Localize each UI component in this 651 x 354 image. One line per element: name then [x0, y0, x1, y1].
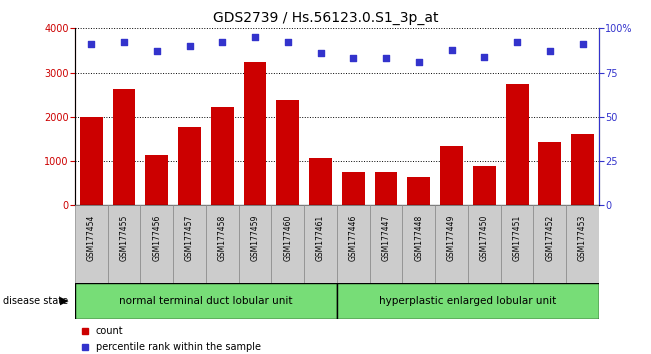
Text: percentile rank within the sample: percentile rank within the sample [96, 342, 261, 352]
Point [250, 34, 260, 40]
Bar [80, 117, 103, 205]
Text: GSM177448: GSM177448 [414, 215, 423, 261]
Point [118, 40, 129, 45]
Point [413, 59, 424, 65]
Bar [211, 107, 234, 205]
Bar [173, 205, 206, 283]
Bar [239, 205, 271, 283]
Point [86, 41, 96, 47]
Point [217, 40, 227, 45]
Bar [408, 177, 430, 205]
Bar [468, 205, 501, 283]
Bar [374, 172, 398, 205]
Bar [473, 166, 496, 205]
Text: GSM177461: GSM177461 [316, 215, 325, 261]
Bar [538, 142, 561, 205]
Bar [75, 283, 337, 319]
Bar [337, 205, 370, 283]
Bar [304, 205, 337, 283]
Text: disease state: disease state [3, 296, 68, 306]
Bar [141, 205, 173, 283]
Point [315, 50, 326, 56]
Point [512, 40, 522, 45]
Text: hyperplastic enlarged lobular unit: hyperplastic enlarged lobular unit [380, 296, 557, 306]
Text: GSM177449: GSM177449 [447, 215, 456, 261]
Text: GSM177446: GSM177446 [349, 215, 358, 261]
Bar [342, 172, 365, 205]
Text: normal terminal duct lobular unit: normal terminal duct lobular unit [119, 296, 293, 306]
Text: GSM177454: GSM177454 [87, 215, 96, 261]
Text: GSM177453: GSM177453 [578, 215, 587, 261]
Point [577, 41, 588, 47]
Bar [533, 205, 566, 283]
Text: GSM177452: GSM177452 [546, 215, 554, 261]
Bar [501, 205, 533, 283]
Text: GSM177447: GSM177447 [381, 215, 391, 261]
Point [545, 48, 555, 54]
Text: GSM177460: GSM177460 [283, 215, 292, 261]
Bar [243, 62, 266, 205]
Bar [337, 283, 599, 319]
Bar [402, 205, 435, 283]
Bar [276, 99, 299, 205]
Text: GSM177456: GSM177456 [152, 215, 161, 261]
Bar [370, 205, 402, 283]
Bar [506, 84, 529, 205]
Point [283, 40, 293, 45]
Bar [178, 127, 201, 205]
Text: GSM177451: GSM177451 [512, 215, 521, 261]
Text: count: count [96, 326, 124, 336]
Bar [75, 205, 107, 283]
Text: GDS2739 / Hs.56123.0.S1_3p_at: GDS2739 / Hs.56123.0.S1_3p_at [213, 11, 438, 25]
Bar [107, 205, 141, 283]
Bar [113, 90, 135, 205]
Bar [571, 134, 594, 205]
Text: GSM177457: GSM177457 [185, 215, 194, 261]
Bar [309, 158, 332, 205]
Text: GSM177455: GSM177455 [120, 215, 128, 261]
Bar [435, 205, 468, 283]
Bar [206, 205, 239, 283]
Text: ▶: ▶ [60, 296, 68, 306]
Text: GSM177450: GSM177450 [480, 215, 489, 261]
Bar [271, 205, 304, 283]
Point [479, 54, 490, 59]
Text: GSM177458: GSM177458 [217, 215, 227, 261]
Text: GSM177459: GSM177459 [251, 215, 260, 261]
Point [348, 56, 359, 61]
Bar [145, 155, 168, 205]
Point [447, 47, 457, 52]
Bar [440, 146, 463, 205]
Point [152, 48, 162, 54]
Bar [566, 205, 599, 283]
Point [184, 43, 195, 49]
Point [381, 56, 391, 61]
